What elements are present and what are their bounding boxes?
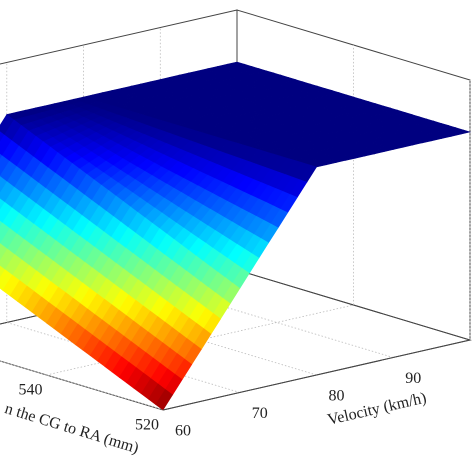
y-tick-label: 540 (19, 382, 43, 399)
surface-cell (257, 131, 395, 168)
surface-cell (104, 244, 241, 411)
x-tick-label: 60 (175, 423, 191, 440)
x-tick-label: 70 (252, 405, 268, 422)
y-tick-label: 520 (135, 417, 159, 434)
grid-line (0, 360, 164, 411)
surface-cell (198, 114, 337, 150)
surface-cell (0, 157, 124, 324)
surface-cell (159, 61, 297, 98)
surface-cell (333, 114, 472, 150)
surface-cell (140, 96, 278, 133)
surface-cell (0, 114, 66, 262)
surface-patch (155, 388, 174, 411)
surface-cell (122, 131, 259, 246)
x-tick-label: 90 (405, 370, 421, 387)
axis-line (162, 339, 471, 411)
surface-cell (46, 201, 182, 367)
axis-labels: Velocity (km/h) n the CG to RA (mm) (3, 390, 428, 458)
surface-cell (64, 114, 201, 202)
surface-cell (217, 79, 355, 115)
x-tick-label: 80 (329, 388, 345, 405)
surface (0, 61, 472, 411)
y-axis-label: n the CG to RA (mm) (3, 400, 141, 457)
surface-cell (181, 149, 317, 289)
